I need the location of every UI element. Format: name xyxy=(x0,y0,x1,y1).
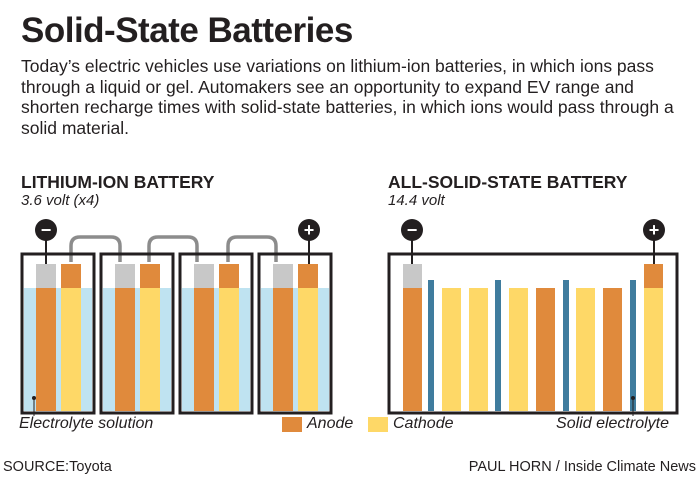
anode-terminal xyxy=(273,264,293,288)
solid-electrolyte-label: Solid electrolyte xyxy=(556,415,669,432)
intro-paragraph: Today’s electric vehicles use variations… xyxy=(21,56,674,138)
anode xyxy=(603,288,622,411)
cathode-terminal xyxy=(140,264,160,288)
positive-terminal-symbol: + xyxy=(304,220,315,240)
anode-terminal xyxy=(115,264,135,288)
anode xyxy=(273,288,293,411)
cathode xyxy=(644,288,663,411)
electrolyte-solution xyxy=(24,288,92,411)
negative-terminal-symbol: − xyxy=(407,220,418,240)
electrolyte-solution-label: Electrolyte solution xyxy=(19,415,154,432)
positive-terminal-icon xyxy=(298,219,320,241)
lithium-cell-3 xyxy=(178,252,254,415)
negative-terminal-icon xyxy=(35,219,57,241)
solid-electrolyte xyxy=(630,280,636,411)
anode-terminal xyxy=(403,264,422,288)
cell-casing xyxy=(20,252,96,415)
lithium-cell-1 xyxy=(20,252,96,415)
solid-electrolyte xyxy=(428,280,434,411)
anode-terminal xyxy=(36,264,56,288)
electrolyte-solution xyxy=(261,288,329,411)
anode xyxy=(115,288,135,411)
electrolyte-solution xyxy=(182,288,250,411)
cathode xyxy=(576,288,595,411)
solid-state-voltage: 14.4 volt xyxy=(388,192,445,209)
electrolyte-pointer-dot xyxy=(32,396,36,400)
solid-state-battery xyxy=(387,252,679,415)
cathode xyxy=(219,288,239,411)
source-credit: SOURCE:Toyota xyxy=(3,459,112,475)
cell-casing xyxy=(257,252,333,415)
wire-1-2 xyxy=(69,235,122,262)
cathode xyxy=(469,288,488,411)
wires xyxy=(69,235,278,262)
anode xyxy=(36,288,56,411)
legend-anode-label: Anode xyxy=(307,415,354,432)
battery-casing xyxy=(387,252,679,415)
cathode-terminal xyxy=(298,264,318,288)
cathode-terminal xyxy=(644,264,663,288)
anode xyxy=(403,288,422,411)
lithium-ion-battery xyxy=(20,252,333,415)
cell-casing xyxy=(99,252,175,415)
legend-cathode-swatch xyxy=(368,417,388,432)
lithium-ion-voltage: 3.6 volt (x4) xyxy=(21,192,100,209)
author-credit: PAUL HORN / Inside Climate News xyxy=(468,459,696,475)
anode xyxy=(536,288,555,411)
cathode xyxy=(140,288,160,411)
page-title: Solid-State Batteries xyxy=(21,11,353,50)
lithium-cell-4 xyxy=(257,252,333,415)
lithium-cell-2 xyxy=(99,252,175,415)
cathode xyxy=(509,288,528,411)
solid-electrolyte xyxy=(563,280,569,411)
lithium-ion-title: LITHIUM-ION BATTERY xyxy=(21,172,215,192)
negative-terminal-symbol: − xyxy=(41,220,52,240)
cathode xyxy=(298,288,318,411)
cathode-terminal xyxy=(61,264,81,288)
solid-electrolyte-pointer-dot xyxy=(631,396,635,400)
wire-3-4 xyxy=(226,235,278,262)
cathode xyxy=(61,288,81,411)
solid-electrolyte xyxy=(495,280,501,411)
anode xyxy=(194,288,214,411)
negative-terminal-icon xyxy=(401,219,423,241)
positive-terminal-symbol: + xyxy=(649,220,660,240)
cathode xyxy=(442,288,461,411)
anode-terminal xyxy=(194,264,214,288)
cathode-terminal xyxy=(219,264,239,288)
legend-cathode-label: Cathode xyxy=(393,415,454,432)
cell-casing xyxy=(178,252,254,415)
wire-2-3 xyxy=(147,235,199,262)
electrolyte-solution xyxy=(103,288,171,411)
positive-terminal-icon xyxy=(643,219,665,241)
legend-anode-swatch xyxy=(282,417,302,432)
solid-state-title: ALL-SOLID-STATE BATTERY xyxy=(388,172,628,192)
